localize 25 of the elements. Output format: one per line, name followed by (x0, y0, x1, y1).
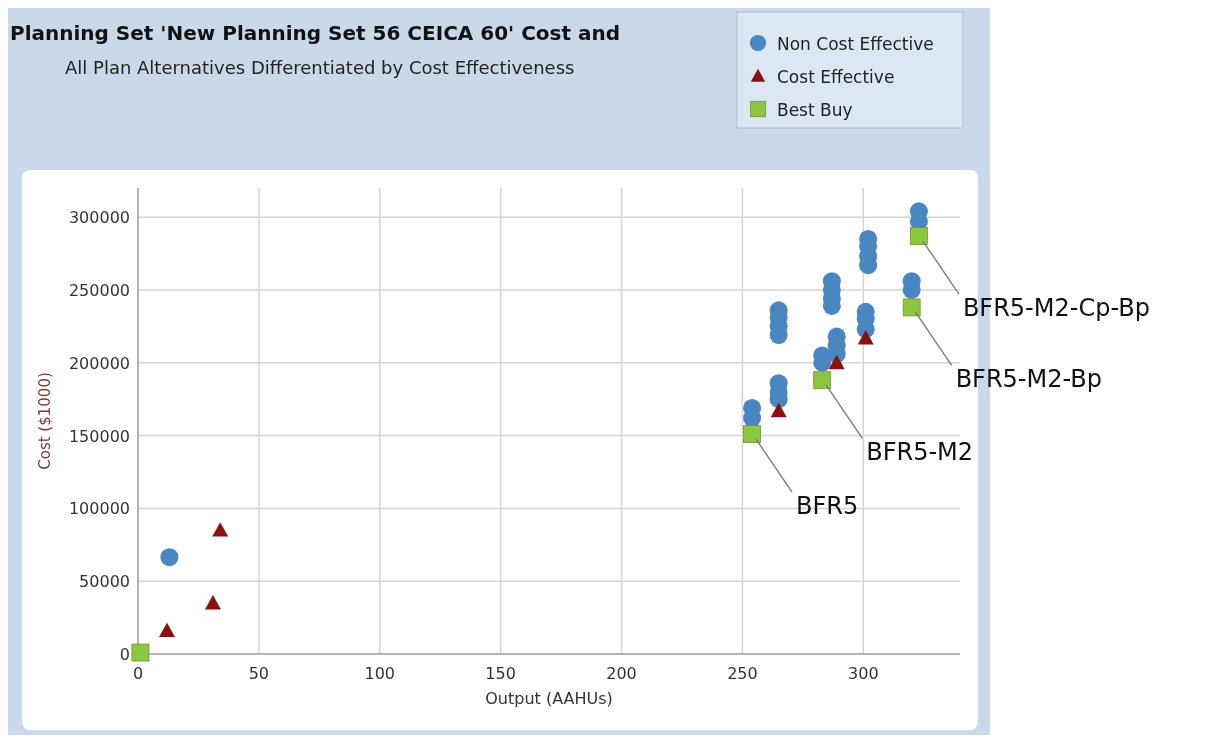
legend-label: Cost Effective (777, 67, 895, 87)
annotation: BFR5-M2 (866, 438, 974, 467)
chart-subtitle: All Plan Alternatives Differentiated by Cost Effectiveness (65, 57, 575, 78)
y-tick-label: 150000 (68, 426, 130, 446)
y-tick-label: 200000 (68, 353, 130, 373)
y-axis-title: Cost ($1000) (36, 372, 54, 470)
x-tick-label: 300 (848, 664, 879, 683)
y-tick-label: 50000 (79, 572, 130, 592)
annotation: BFR5-M2-Cp-Bp (962, 294, 1150, 323)
y-tick-label: 0 (119, 645, 130, 664)
y-tick-label: 300000 (68, 208, 130, 228)
x-tick-label: 200 (606, 664, 637, 683)
legend-label: Best Buy (777, 100, 853, 120)
x-tick-label: 50 (248, 664, 270, 683)
x-tick-label: 0 (132, 664, 144, 683)
legend-label: Non Cost Effective (777, 34, 934, 54)
x-tick-label: 100 (364, 664, 396, 683)
y-tick-label: 250000 (68, 280, 130, 300)
x-tick-label: 250 (727, 664, 758, 683)
x-tick-label: 150 (485, 664, 516, 683)
chart-title: Planning Set 'New Planning Set 56 CEICA 60' Cost and (10, 21, 621, 45)
y-tick-label: 100000 (68, 499, 130, 519)
annotation: BFR5-M2-Bp (955, 365, 1103, 394)
x-axis-title: Output (AAHUs) (485, 689, 613, 708)
annotation: BFR5 (796, 492, 859, 521)
